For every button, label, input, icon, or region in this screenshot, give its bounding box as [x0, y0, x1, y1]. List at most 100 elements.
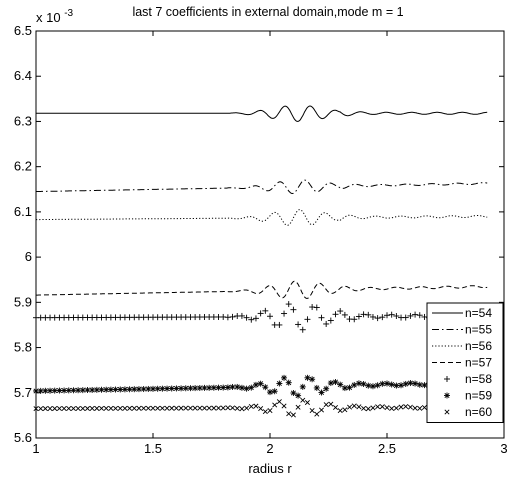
series-point-n=60 [150, 405, 156, 411]
legend-label: n=56 [465, 339, 492, 353]
series-point-n=59 [398, 382, 405, 389]
series-point-n=58 [393, 312, 400, 319]
series-point-n=59 [215, 384, 222, 391]
series-point-n=58 [379, 314, 386, 321]
legend-item: n=59 [444, 389, 492, 403]
legend-item: n=54 [432, 306, 492, 320]
series-point-n=59 [252, 381, 259, 388]
series-point-n=58 [318, 314, 325, 321]
series-point-n=59 [196, 385, 203, 392]
series-point-n=59 [84, 387, 91, 394]
legend-label: n=55 [465, 323, 492, 337]
series-point-n=60 [169, 405, 175, 411]
series-point-n=60 [234, 405, 240, 411]
series-point-n=60 [403, 403, 409, 410]
series-point-n=60 [225, 405, 231, 411]
series-point-n=60 [281, 403, 287, 409]
series-point-n=60 [333, 404, 339, 410]
legend-swatch-n=60 [444, 409, 450, 415]
legend-label: n=54 [465, 306, 492, 320]
series-point-n=60 [267, 408, 273, 414]
series-point-n=60 [155, 405, 161, 411]
series-point-n=60 [248, 403, 254, 410]
series-point-n=59 [351, 381, 358, 388]
series-point-n=59 [421, 382, 428, 389]
series-point-n=60 [323, 402, 329, 408]
series-point-n=60 [230, 405, 236, 411]
series-point-n=60 [75, 405, 81, 411]
series-point-n=60 [356, 404, 362, 410]
series-point-n=59 [140, 386, 147, 393]
series-point-n=60 [337, 408, 343, 414]
series-point-n=59 [234, 383, 241, 390]
series-point-n=58 [402, 314, 409, 321]
series-point-n=60 [56, 406, 62, 412]
series-point-n=60 [66, 405, 72, 412]
x-tick-label: 2 [266, 441, 273, 456]
series-point-n=60 [304, 400, 310, 406]
legend-swatch-n=59 [444, 392, 450, 399]
series-point-n=58 [384, 312, 390, 319]
series-point-n=60 [384, 405, 390, 411]
series-point-n=60 [262, 409, 268, 415]
series-point-n=59 [281, 374, 288, 381]
series-point-n=59 [243, 385, 250, 392]
series-point-n=60 [136, 405, 142, 411]
series-point-n=58 [337, 308, 344, 315]
series-point-n=59 [295, 392, 302, 399]
series-point-n=59 [65, 387, 72, 394]
series-point-n=59 [309, 376, 316, 383]
y-tick-label: 5.9 [14, 294, 32, 309]
series-point-n=58 [262, 307, 269, 314]
series-point-n=60 [328, 401, 334, 407]
series-point-n=59 [103, 386, 110, 393]
y-tick-label: 6.1 [14, 204, 32, 219]
legend-label: n=60 [465, 405, 492, 419]
y-tick-label: 6.2 [14, 159, 32, 174]
series-point-n=60 [61, 406, 67, 412]
series-point-n=60 [318, 407, 324, 413]
series-line-n=57 [36, 280, 488, 299]
series-point-n=60 [178, 405, 184, 411]
series-point-n=60 [220, 405, 226, 411]
chart-title: last 7 coefficients in external domain,m… [132, 5, 403, 19]
series-point-n=60 [52, 406, 58, 412]
series-point-n=60 [347, 404, 353, 410]
series-point-n=60 [89, 405, 95, 411]
series-point-n=58 [374, 315, 381, 322]
series-point-n=58 [299, 326, 306, 333]
series-point-n=58 [267, 313, 273, 320]
series-point-n=60 [276, 399, 282, 405]
series-point-n=60 [192, 405, 198, 411]
y-tick-label: 5.8 [14, 340, 32, 355]
y-tick-label: 5.7 [14, 385, 32, 400]
series-point-n=58 [309, 304, 316, 311]
series-point-n=59 [262, 384, 269, 391]
series-point-n=60 [117, 405, 123, 411]
series-point-n=59 [346, 384, 353, 391]
series-point-n=58 [295, 321, 302, 328]
series-point-n=58 [252, 315, 259, 322]
series-point-n=59 [327, 380, 334, 387]
series-point-n=58 [276, 321, 283, 328]
series-point-n=58 [290, 306, 297, 313]
series-point-n=58 [355, 313, 362, 320]
y-tick-label: 6.3 [14, 113, 32, 128]
series-point-n=60 [113, 405, 119, 411]
series-point-n=58 [248, 316, 255, 323]
series-point-n=60 [272, 402, 278, 408]
series-point-n=60 [389, 405, 395, 412]
series-point-n=58 [313, 304, 320, 311]
series-point-n=60 [80, 405, 86, 411]
series-line-n=56 [36, 209, 488, 226]
series-point-n=58 [238, 312, 245, 319]
series-point-n=59 [61, 387, 68, 394]
series-point-n=60 [173, 405, 179, 411]
series-point-n=60 [370, 405, 376, 411]
legend-item: n=57 [432, 356, 492, 370]
series-point-n=60 [122, 405, 128, 411]
series-point-n=59 [112, 386, 119, 393]
series-point-n=60 [47, 406, 53, 412]
series-line-n=54 [36, 105, 488, 122]
series-point-n=60 [84, 405, 90, 411]
